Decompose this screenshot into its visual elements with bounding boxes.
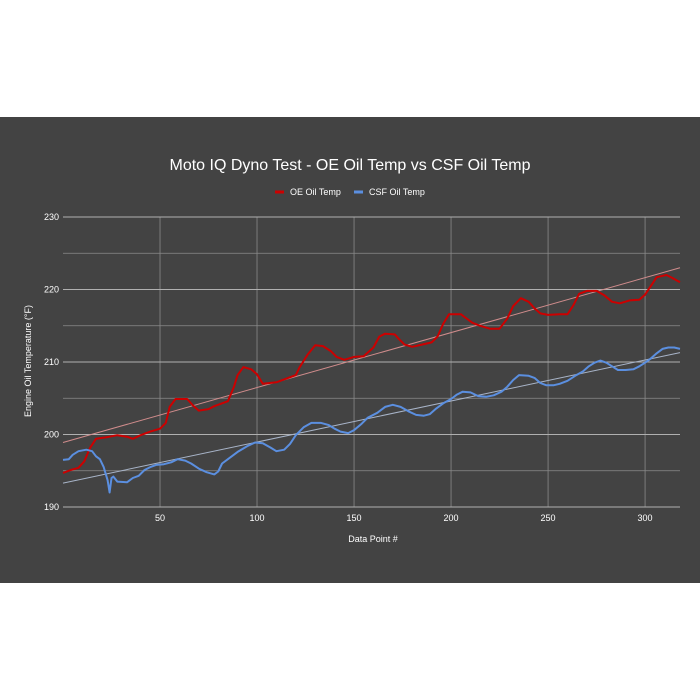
legend-label-oe: OE Oil Temp [290,187,341,197]
series-line-csf-oil-temp [62,346,681,494]
chart-panel: Moto IQ Dyno Test - OE Oil Temp vs CSF O… [0,117,700,583]
y-tick-label: 230 [44,212,59,222]
y-tick-label: 210 [44,357,59,367]
y-axis-label: Engine Oil Temperature (°F) [23,305,33,417]
x-tick-label: 50 [155,513,165,523]
x-tick-label: 150 [347,513,362,523]
series-line-oe-oil-temp [62,274,681,474]
y-tick-label: 190 [44,502,59,512]
x-tick-label: 250 [541,513,556,523]
y-axis-ticks: 190 200 210 220 230 [44,212,59,512]
x-axis-ticks: 50 100 150 200 250 300 [155,513,653,523]
x-tick-label: 200 [444,513,459,523]
chart-title: Moto IQ Dyno Test - OE Oil Temp vs CSF O… [170,157,531,174]
y-tick-label: 220 [44,285,59,295]
x-axis-label: Data Point # [348,534,398,544]
series-lines [62,274,681,494]
line-chart: Moto IQ Dyno Test - OE Oil Temp vs CSF O… [23,157,681,544]
trendline-csf [62,352,681,484]
x-tick-label: 100 [250,513,265,523]
legend-label-csf: CSF Oil Temp [369,187,425,197]
trendlines [62,267,681,484]
grid [63,216,680,508]
legend: OE Oil Temp CSF Oil Temp [275,187,425,197]
x-tick-label: 300 [638,513,653,523]
y-tick-label: 200 [44,430,59,440]
